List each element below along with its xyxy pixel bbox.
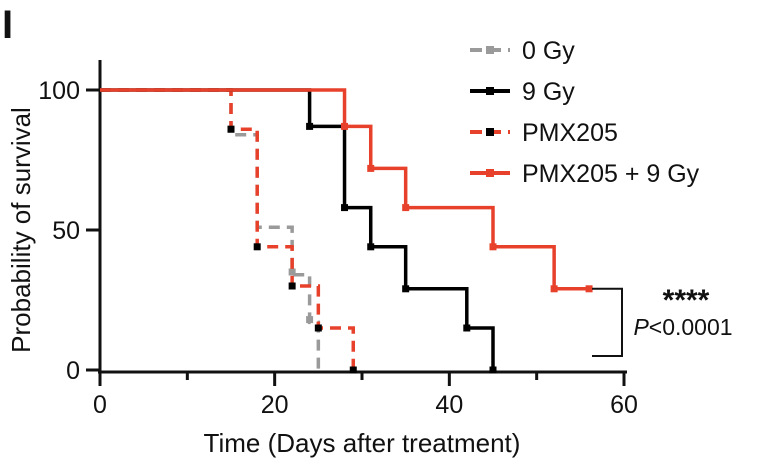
legend-label: PMX205 + 9 Gy [522, 160, 700, 188]
legend-swatch-marker [486, 87, 494, 95]
censor-mark [314, 324, 322, 332]
censor-mark [341, 122, 349, 130]
survival-line [100, 88, 321, 370]
y-ticks: 0 50 100 [38, 77, 100, 385]
censor-mark [306, 122, 314, 130]
legend-item-9-gy: 9 Gy [470, 78, 575, 106]
censor-mark [306, 316, 314, 324]
p-value-number: <0.0001 [649, 314, 733, 340]
legend-swatch-marker [486, 46, 494, 54]
significance-bracket [592, 287, 623, 357]
censor-mark [253, 243, 261, 251]
series-pmx205 [100, 88, 357, 374]
x-tick-label: 20 [261, 391, 289, 419]
x-ticks: 0 20 40 60 [93, 372, 638, 419]
p-value: P<0.0001 [633, 314, 732, 340]
survival-line [100, 88, 495, 370]
censor-mark [402, 285, 410, 293]
legend-item-pmx205-9-gy: PMX205 + 9 Gy [470, 160, 700, 188]
series-layer [100, 88, 593, 374]
censor-mark [288, 282, 296, 290]
censor-mark [341, 204, 349, 212]
y-tick-label: 0 [66, 357, 80, 385]
x-axis-label: Time (Days after treatment) [204, 428, 521, 458]
censor-mark [402, 204, 410, 212]
series-pmx205-9-gy [100, 88, 593, 293]
x-tick-label: 40 [435, 391, 463, 419]
series-9-gy [100, 88, 497, 374]
legend-item-0-gy: 0 Gy [470, 37, 575, 65]
legend-label: 9 Gy [522, 78, 575, 106]
survival-line [100, 88, 590, 291]
censor-mark [349, 366, 357, 374]
legend-label: 0 Gy [522, 37, 575, 65]
legend-swatch-marker [486, 128, 494, 136]
censor-mark [227, 125, 235, 133]
y-axis-label: Probability of survival [6, 107, 36, 353]
censor-mark [288, 268, 296, 276]
legend-item-pmx205: PMX205 [470, 119, 618, 147]
x-tick-label: 60 [610, 391, 638, 419]
x-tick-label: 0 [93, 391, 107, 419]
series-0-gy [100, 88, 321, 370]
panel-label: I [2, 3, 13, 47]
p-value-symbol: P [633, 314, 649, 340]
y-tick-label: 50 [52, 217, 80, 245]
censor-mark [489, 366, 497, 374]
censor-mark [463, 324, 471, 332]
significance-annotation: **** P<0.0001 [592, 284, 733, 357]
legend: 0 Gy 9 Gy PMX205 PMX205 + 9 Gy [470, 37, 700, 188]
censor-mark [585, 285, 593, 293]
survival-line [100, 88, 356, 370]
legend-swatch-marker [486, 169, 494, 177]
censor-mark [550, 285, 558, 293]
censor-mark [367, 243, 375, 251]
legend-label: PMX205 [522, 119, 618, 147]
censor-mark [489, 243, 497, 251]
censor-mark [367, 164, 375, 172]
significance-stars: **** [663, 284, 710, 317]
y-tick-label: 100 [38, 77, 80, 105]
